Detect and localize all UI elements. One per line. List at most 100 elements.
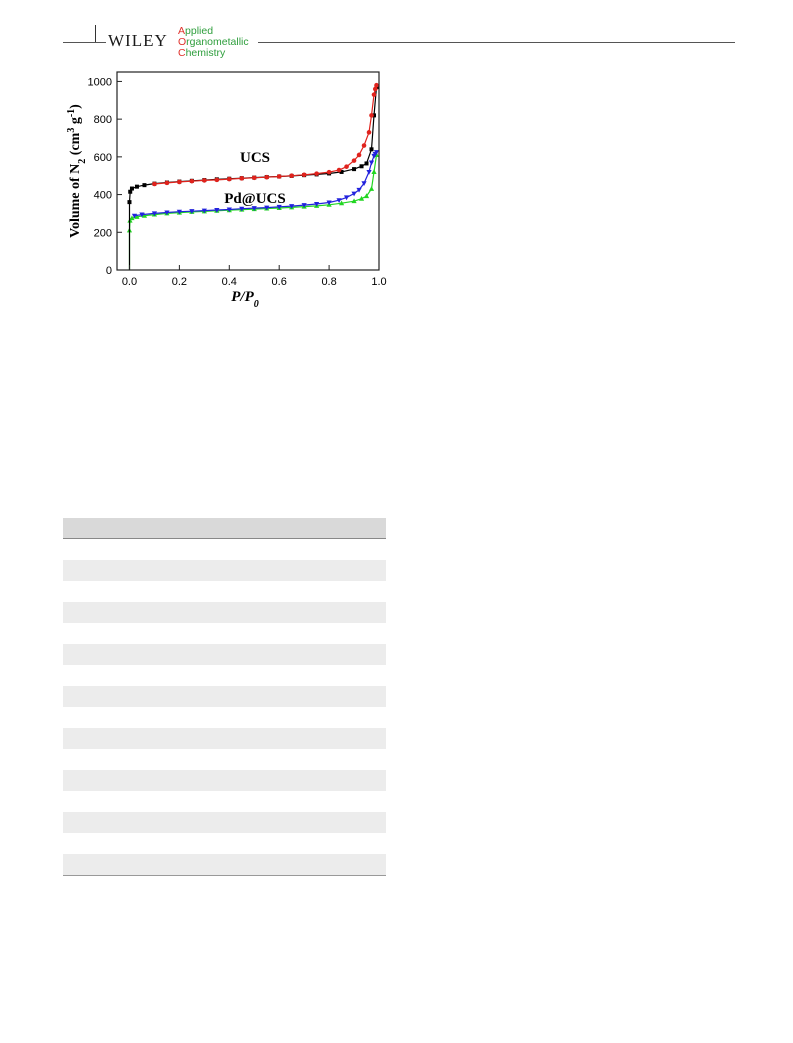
annotation-ucs: UCS — [240, 150, 270, 166]
y-axis-label: Volume of N2 (cm3 g-1) — [66, 104, 88, 238]
data-table — [63, 518, 386, 876]
data-point-pd_des — [239, 206, 245, 212]
data-point-pd_ads — [368, 186, 375, 191]
data-point-pd_des — [361, 181, 367, 187]
data-point-ucs_des — [371, 92, 377, 97]
data-point-ucs_ads — [372, 113, 377, 118]
data-point-ucs_ads — [369, 147, 374, 152]
plot-frame — [116, 71, 380, 271]
data-point-ucs_des — [189, 178, 195, 184]
header-tick — [95, 25, 96, 43]
data-point-pd_des — [366, 169, 372, 175]
data-point-ucs_ads — [364, 161, 369, 166]
data-point-ucs_ads — [127, 200, 132, 205]
data-point-ucs_des — [164, 180, 170, 186]
table-bottom-rule — [63, 875, 386, 876]
data-point-pd_des — [226, 207, 232, 213]
data-point-pd_des — [314, 202, 320, 207]
header-rule-right — [258, 42, 735, 43]
data-point-ucs_des — [289, 173, 294, 179]
x-tick-label: 0.8 — [321, 276, 336, 288]
data-point-pd_des — [351, 191, 357, 197]
table-row — [63, 770, 386, 791]
data-point-ucs_des — [374, 82, 379, 88]
data-point-ucs_des — [336, 167, 342, 173]
data-point-ucs_des — [264, 174, 270, 180]
table-row — [63, 623, 386, 644]
series-line-pd_ads — [128, 154, 378, 270]
data-point-pd_ads — [129, 215, 135, 221]
data-point-ucs_des — [314, 171, 319, 176]
data-point-pd_des — [371, 153, 377, 159]
data-point-pd_des — [336, 198, 342, 204]
data-point-pd_des — [189, 209, 195, 214]
y-tick-label: 0 — [106, 265, 112, 277]
data-point-pd_des — [326, 200, 332, 206]
x-tick-label: 0.2 — [172, 276, 187, 288]
table-row — [63, 791, 386, 812]
data-point-pd_des — [289, 204, 295, 209]
data-point-ucs_ads — [352, 167, 357, 172]
data-point-ucs_ads — [359, 164, 364, 169]
y-tick-label: 600 — [94, 152, 112, 164]
y-tick-label: 800 — [94, 114, 112, 126]
x-axis-label: P/P0 — [231, 289, 259, 310]
data-point-ucs_des — [344, 164, 349, 169]
data-point-ucs_ads — [134, 184, 139, 189]
data-point-pd_des — [139, 212, 145, 218]
data-point-pd_des — [151, 211, 158, 217]
data-point-ucs_des — [369, 113, 374, 118]
data-point-ucs_ads — [129, 186, 134, 191]
data-point-ucs_des — [366, 130, 372, 135]
data-point-ucs_des — [276, 174, 282, 179]
data-point-pd_ads — [351, 198, 357, 204]
table-row — [63, 602, 386, 623]
y-tick-label: 400 — [94, 190, 112, 202]
data-point-pd_des — [201, 208, 207, 214]
table-body — [63, 539, 386, 875]
data-point-ucs_ads — [142, 183, 147, 188]
x-tick-label: 1.0 — [371, 276, 386, 288]
data-point-ucs_des — [251, 175, 257, 181]
y-tick-label: 1000 — [88, 76, 112, 88]
data-point-ucs_des — [239, 176, 245, 181]
table-row — [63, 833, 386, 854]
data-point-pd_des — [368, 160, 375, 166]
table-row — [63, 581, 386, 602]
table-row — [63, 560, 386, 581]
data-point-pd_des — [164, 210, 170, 216]
table-row — [63, 644, 386, 665]
table-row — [63, 707, 386, 728]
data-point-ucs_des — [372, 86, 378, 92]
data-point-pd_ads — [134, 214, 140, 219]
publisher-logo: WILEY — [108, 31, 168, 50]
data-point-pd_des — [343, 195, 350, 201]
data-point-pd_des — [356, 187, 362, 193]
data-point-pd_ads — [141, 212, 148, 218]
series-line-ucs_des — [154, 85, 378, 185]
table-row — [63, 539, 386, 560]
data-point-ucs_des — [226, 176, 232, 182]
data-point-ucs_des — [301, 172, 307, 178]
table-row — [63, 749, 386, 770]
data-point-ucs_des — [326, 169, 332, 175]
header-rule-left — [63, 42, 106, 43]
data-point-pd_des — [301, 203, 307, 208]
data-point-pd_ads — [338, 200, 345, 206]
annotation-pd-ucs: Pd@UCS — [224, 191, 285, 207]
data-point-ucs_des — [361, 143, 367, 148]
data-point-pd_des — [176, 209, 182, 215]
y-tick-label: 200 — [94, 227, 112, 239]
data-point-pd_des — [264, 205, 270, 211]
journal-logo: Applied Organometallic Chemistry — [178, 25, 249, 59]
x-tick-label: 0.6 — [272, 276, 287, 288]
x-tick-label: 0.4 — [222, 276, 237, 288]
data-point-ucs_des — [214, 177, 220, 183]
table-row — [63, 854, 386, 875]
data-point-pd_ads — [371, 169, 377, 174]
table-header-row — [63, 518, 386, 539]
table-row — [63, 686, 386, 707]
data-point-pd_des — [276, 204, 282, 210]
data-point-ucs_des — [177, 179, 182, 185]
